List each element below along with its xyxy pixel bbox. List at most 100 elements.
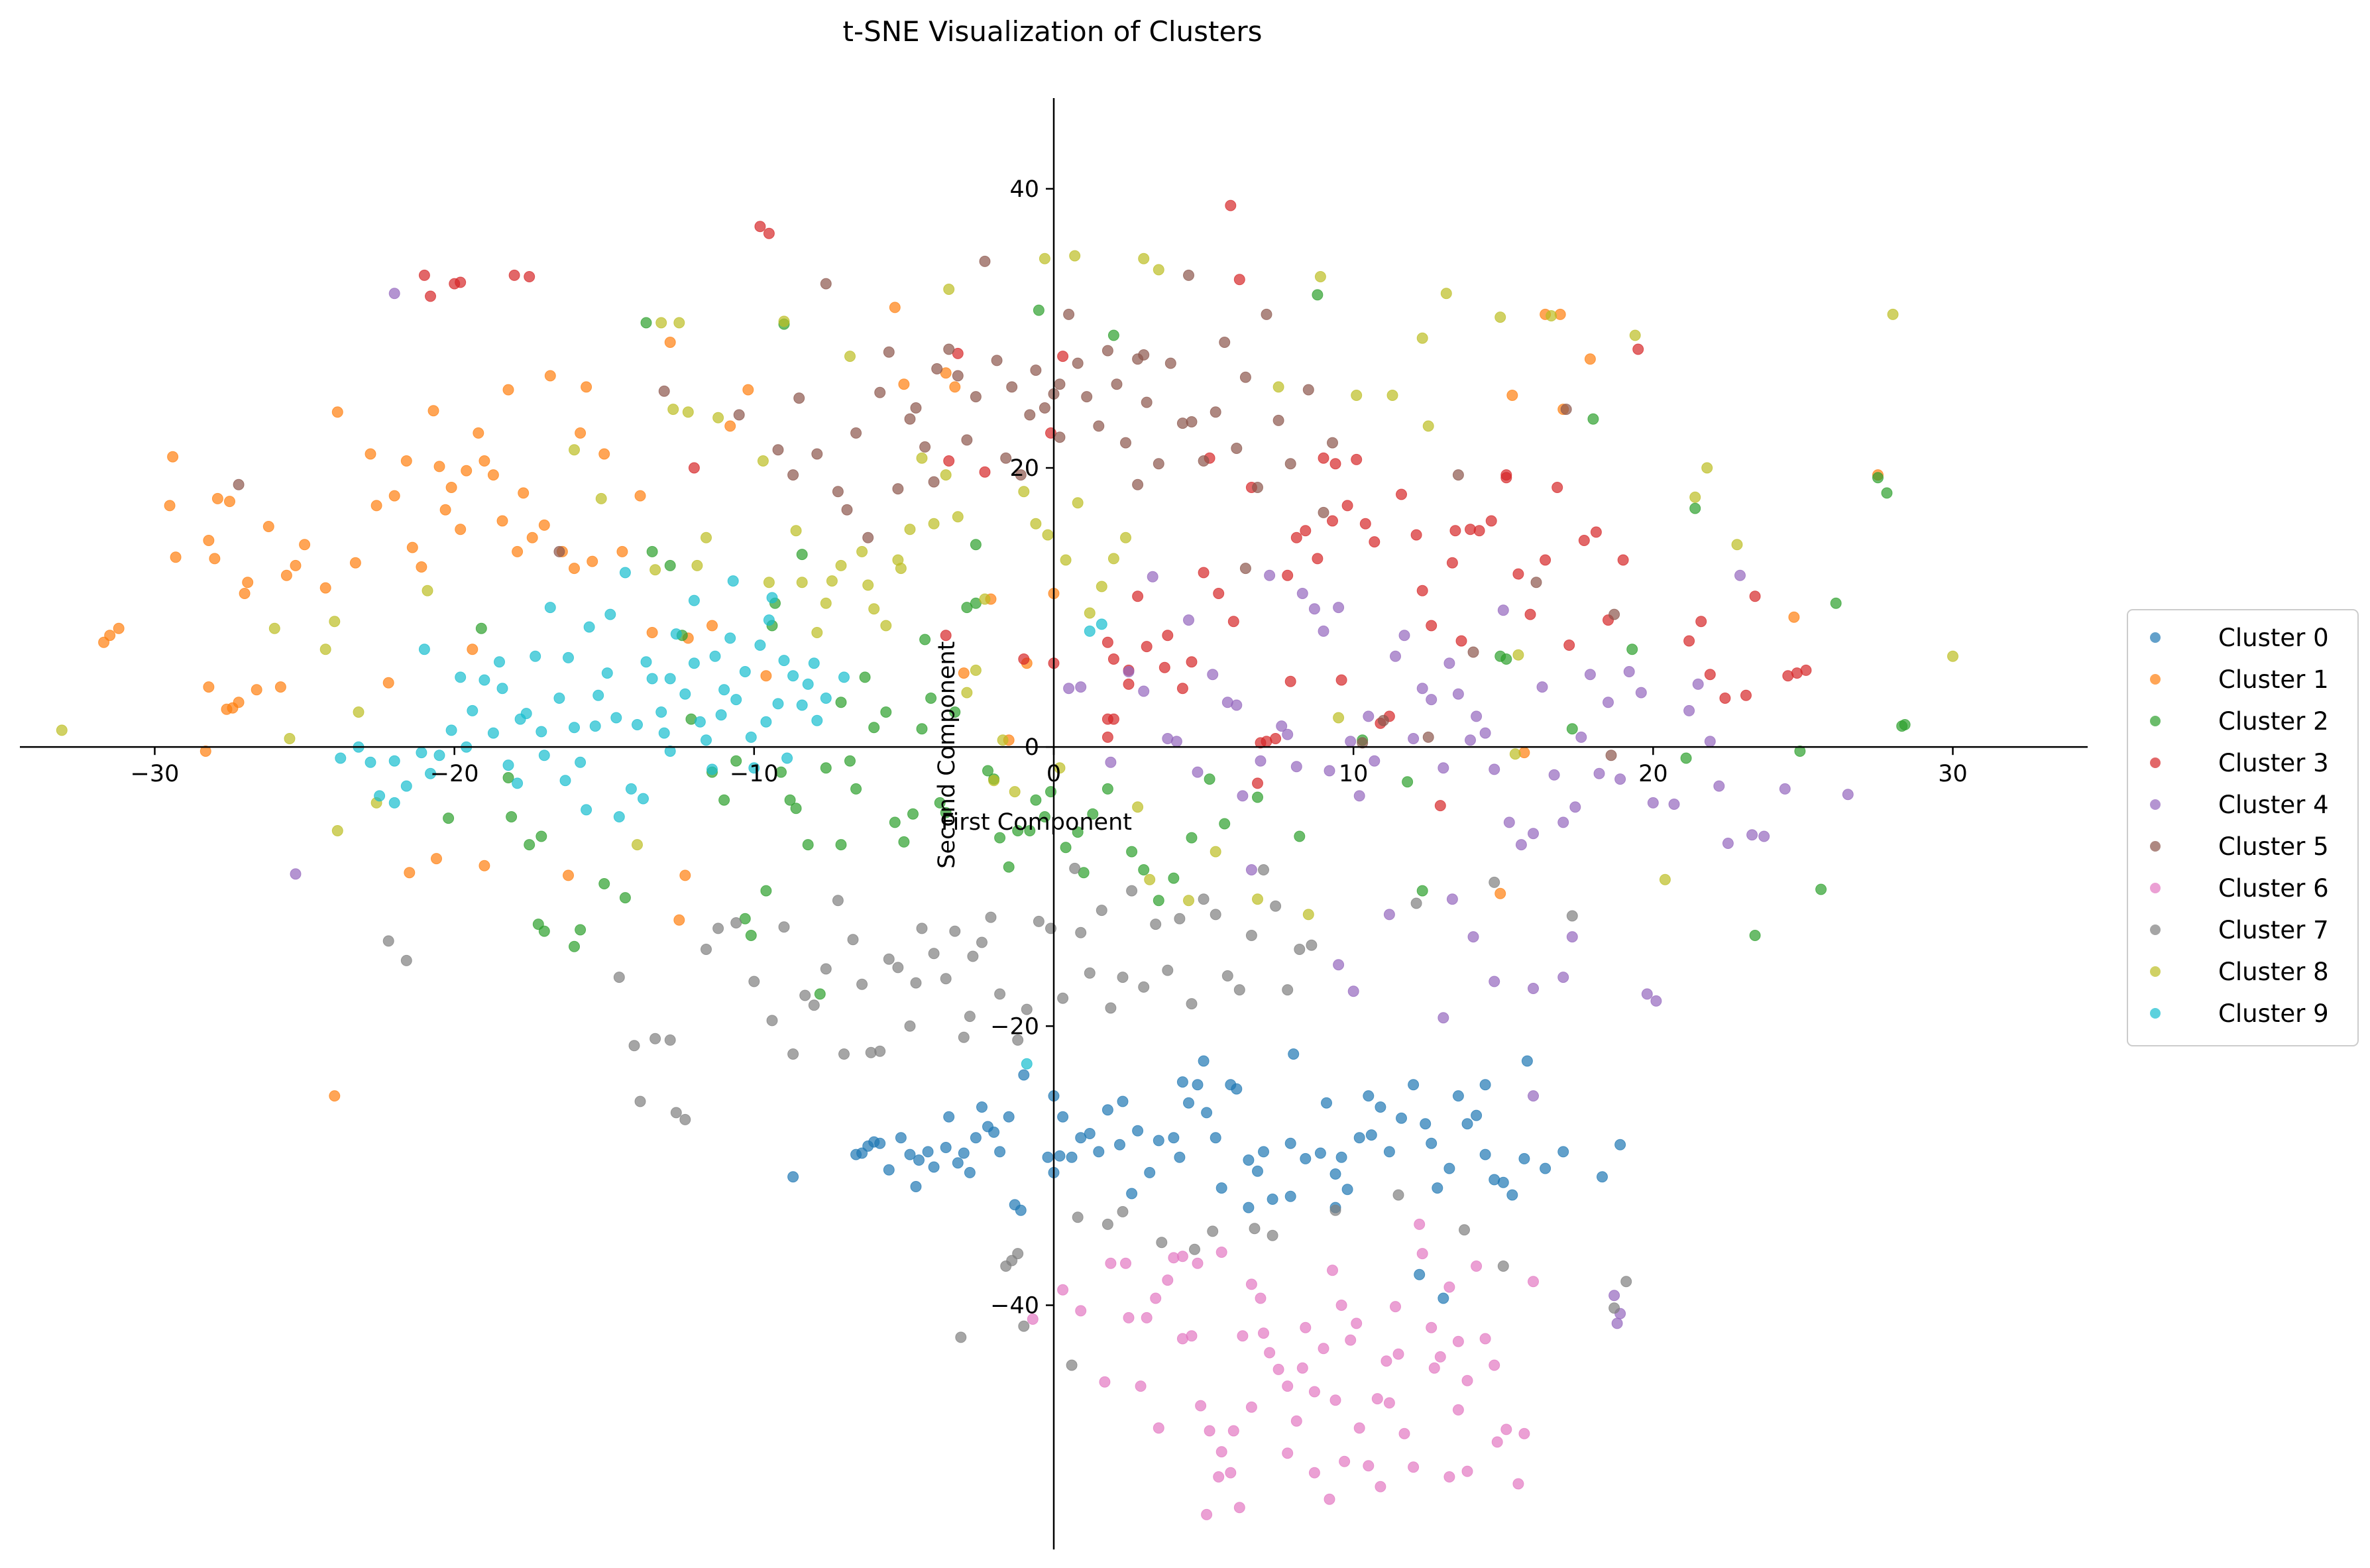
data-point (427, 405, 439, 417)
data-point (199, 746, 211, 757)
data-point (1141, 396, 1153, 408)
data-point (1722, 838, 1734, 849)
data-point (1042, 1151, 1054, 1163)
data-point (1018, 1069, 1030, 1081)
data-point (1057, 992, 1069, 1004)
data-point (1270, 733, 1282, 744)
data-point (772, 698, 784, 710)
data-point (754, 640, 766, 651)
data-point (1626, 644, 1638, 655)
data-point (784, 794, 796, 806)
data-point (1066, 1359, 1078, 1371)
data-point (1584, 669, 1596, 681)
data-point (1500, 653, 1512, 665)
data-point (203, 681, 215, 693)
data-point (1461, 1465, 1473, 1477)
data-point (1153, 1422, 1164, 1434)
data-point (1443, 1281, 1455, 1293)
data-point (1117, 1095, 1129, 1107)
data-point (928, 518, 940, 530)
data-point (1027, 1314, 1039, 1325)
data-point (1351, 390, 1363, 401)
data-point (943, 1111, 955, 1123)
data-point (1054, 1150, 1066, 1162)
data-point (701, 944, 712, 955)
data-point (838, 671, 850, 683)
data-point (502, 759, 514, 771)
data-point (1509, 748, 1521, 760)
data-point (1024, 825, 1036, 836)
data-point (970, 391, 982, 403)
data-point (1261, 308, 1272, 320)
data-point (425, 767, 436, 779)
y-tick-label: 40 (1009, 176, 1039, 203)
data-point (964, 1011, 976, 1023)
data-point (1446, 557, 1458, 569)
data-point (1284, 458, 1296, 470)
data-point (1566, 910, 1578, 922)
data-point (793, 392, 805, 404)
data-point (1503, 816, 1515, 828)
data-point (1221, 970, 1233, 981)
series-cluster-1 (98, 302, 1884, 1102)
data-point (1215, 1182, 1227, 1194)
data-point (679, 869, 691, 881)
data-point (940, 630, 952, 642)
data-point (1138, 864, 1150, 875)
data-point (1617, 554, 1629, 566)
data-point (1101, 713, 1113, 725)
legend-label: Cluster 3 (2218, 749, 2329, 777)
data-point (634, 1095, 646, 1107)
data-point (382, 935, 394, 947)
data-point (1107, 329, 1119, 341)
data-point (1426, 1321, 1438, 1333)
data-point (569, 563, 580, 575)
data-point (664, 559, 676, 571)
data-point (910, 402, 922, 414)
data-point (772, 444, 784, 456)
data-point (835, 697, 847, 708)
data-point (475, 622, 487, 634)
data-point (1066, 1151, 1078, 1163)
data-point (730, 917, 742, 928)
data-point (203, 535, 215, 546)
data-point (976, 1101, 988, 1113)
data-point (1186, 832, 1198, 844)
data-point (1210, 1132, 1221, 1144)
data-point (1479, 727, 1491, 739)
data-point (802, 839, 814, 851)
data-point (1231, 1083, 1243, 1095)
data-point (1410, 897, 1422, 909)
data-point (1383, 1146, 1395, 1158)
data-point (610, 712, 622, 724)
data-point (1779, 783, 1791, 795)
data-point (559, 775, 571, 787)
data-point (1461, 1118, 1473, 1130)
chart-title: t-SNE Visualization of Clusters (842, 15, 1262, 48)
data-point (1176, 683, 1188, 695)
data-point (1495, 311, 1506, 323)
data-point (1138, 981, 1150, 993)
data-point (1290, 1415, 1302, 1427)
data-point (502, 772, 514, 783)
data-point (850, 783, 862, 795)
data-point (1369, 755, 1381, 767)
data-point (1794, 746, 1806, 757)
data-point (604, 608, 616, 620)
legend-label: Cluster 2 (2218, 707, 2329, 736)
data-point (290, 868, 302, 880)
data-point (1030, 364, 1042, 376)
data-point (1390, 650, 1401, 662)
data-point (1440, 288, 1452, 300)
data-point (1294, 944, 1306, 955)
data-point (1471, 1109, 1483, 1121)
data-point (280, 569, 292, 581)
data-point (211, 492, 223, 504)
data-point (796, 577, 808, 588)
data-point (1353, 1132, 1365, 1144)
data-point (1101, 1104, 1113, 1116)
data-point (1597, 1171, 1608, 1183)
data-point (1668, 799, 1680, 810)
data-point (526, 532, 538, 543)
data-point (1189, 1243, 1200, 1255)
